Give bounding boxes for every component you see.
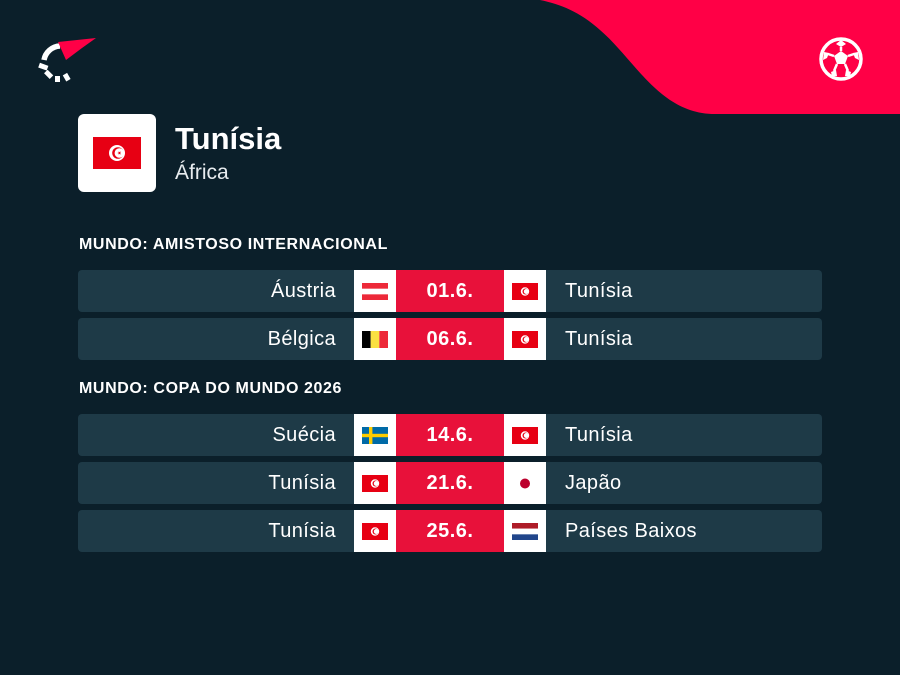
tunisia-flag-icon bbox=[512, 426, 538, 444]
match-date: 21.6. bbox=[396, 462, 504, 504]
match-row[interactable]: Tunísia 25.6. Países Baixos bbox=[78, 510, 822, 552]
home-flag bbox=[354, 318, 396, 360]
away-team: Tunísia bbox=[565, 328, 633, 350]
japan-flag-icon bbox=[512, 474, 538, 492]
match-row[interactable]: Tunísia 21.6. Japão bbox=[78, 462, 822, 504]
away-team: Japão bbox=[565, 472, 622, 494]
home-team: Tunísia bbox=[268, 520, 336, 542]
team-region: África bbox=[175, 161, 229, 184]
flashscore-logo-icon[interactable] bbox=[36, 34, 98, 82]
home-team: Tunísia bbox=[268, 472, 336, 494]
home-flag bbox=[354, 510, 396, 552]
section-title-world-cup: MUNDO: COPA DO MUNDO 2026 bbox=[79, 380, 343, 397]
match-row[interactable]: Bélgica 06.6. Tunísia bbox=[78, 318, 822, 360]
match-row[interactable]: Áustria 01.6. Tunísia bbox=[78, 270, 822, 312]
tunisia-flag-icon bbox=[93, 137, 141, 169]
match-date: 01.6. bbox=[396, 270, 504, 312]
away-team: Países Baixos bbox=[565, 520, 697, 542]
home-flag bbox=[354, 270, 396, 312]
match-row[interactable]: Suécia 14.6. Tunísia bbox=[78, 414, 822, 456]
away-flag bbox=[504, 510, 546, 552]
section-title-friendly: MUNDO: AMISTOSO INTERNACIONAL bbox=[79, 236, 388, 253]
tunisia-flag-icon bbox=[512, 330, 538, 348]
netherlands-flag-icon bbox=[512, 522, 538, 540]
away-flag bbox=[504, 462, 546, 504]
home-team: Bélgica bbox=[267, 328, 336, 350]
tunisia-flag-icon bbox=[362, 522, 388, 540]
home-team: Suécia bbox=[272, 424, 336, 446]
away-team: Tunísia bbox=[565, 280, 633, 302]
match-date: 06.6. bbox=[396, 318, 504, 360]
home-team: Áustria bbox=[270, 280, 336, 302]
sweden-flag-icon bbox=[362, 426, 388, 444]
austria-flag-icon bbox=[362, 282, 388, 300]
corner-accent-shape bbox=[540, 0, 900, 114]
match-date: 25.6. bbox=[396, 510, 504, 552]
away-flag bbox=[504, 270, 546, 312]
away-flag bbox=[504, 414, 546, 456]
team-flag-tile bbox=[78, 114, 156, 192]
home-flag bbox=[354, 462, 396, 504]
tunisia-flag-icon bbox=[512, 282, 538, 300]
belgium-flag-icon bbox=[362, 330, 388, 348]
home-flag bbox=[354, 414, 396, 456]
team-header: Tunísia África bbox=[78, 114, 281, 192]
team-name[interactable]: Tunísia bbox=[175, 121, 282, 156]
away-flag bbox=[504, 318, 546, 360]
soccer-ball-icon[interactable] bbox=[818, 36, 864, 82]
tunisia-flag-icon bbox=[362, 474, 388, 492]
away-team: Tunísia bbox=[565, 424, 633, 446]
match-date: 14.6. bbox=[396, 414, 504, 456]
